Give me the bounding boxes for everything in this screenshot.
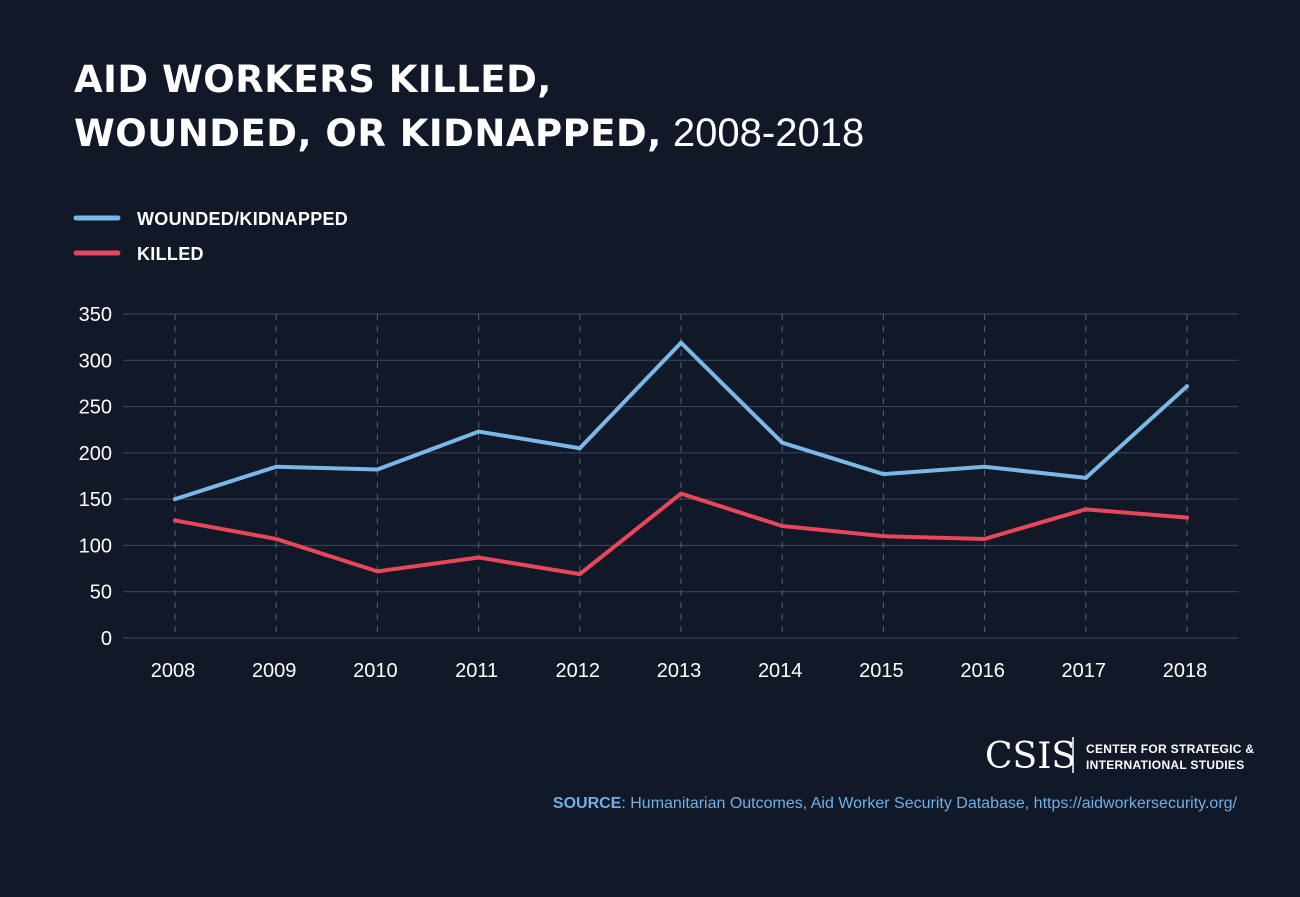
logo-line1: CENTER FOR STRATEGIC & [1086, 742, 1254, 756]
source-text: : Humanitarian Outcomes, Aid Worker Secu… [621, 795, 1237, 812]
y-tick-label: 100 [79, 535, 112, 557]
data-point [375, 467, 380, 472]
data-point [1083, 507, 1088, 512]
x-tick-label: 2017 [1062, 660, 1107, 682]
data-point [982, 536, 987, 541]
y-tick-label: 250 [79, 397, 112, 419]
data-point [1185, 384, 1189, 389]
logo-line2: INTERNATIONAL STUDIES [1086, 758, 1245, 772]
data-point [173, 518, 177, 523]
source-note: SOURCE: Humanitarian Outcomes, Aid Worke… [553, 795, 1238, 812]
y-tick-label: 200 [79, 443, 112, 465]
data-point [679, 491, 683, 496]
data-point [274, 536, 279, 541]
data-point [780, 440, 785, 445]
data-point [679, 340, 683, 345]
data-point [476, 429, 481, 434]
data-point [1083, 475, 1088, 480]
legend-label: KILLED [137, 244, 204, 264]
data-point [173, 497, 177, 502]
data-point [375, 569, 380, 574]
logo-mark: CSIS [985, 736, 1076, 777]
y-tick-label: 150 [79, 489, 112, 511]
x-tick-label: 2014 [758, 660, 803, 682]
x-tick-label: 2008 [151, 660, 196, 682]
x-tick-label: 2011 [455, 660, 498, 682]
data-point [1185, 515, 1189, 520]
x-axis: 2008 2009 2010 2011 2012 2013 2014 2015 2016 2017… [151, 660, 1208, 682]
x-tick-label: 2016 [960, 660, 1005, 682]
data-point [476, 555, 481, 560]
y-tick-label: 0 [101, 628, 112, 650]
x-tick-label: 2009 [252, 660, 297, 682]
data-point [982, 464, 987, 469]
chart-title-line2: WOUNDED, OR KIDNAPPED, 2008-2018 [74, 111, 864, 155]
csis-logo: CSIS CENTER FOR STRATEGIC & INTERNATIONA… [985, 736, 1254, 777]
x-tick-label: 2013 [657, 660, 702, 682]
data-point [577, 446, 582, 451]
legend: WOUNDED/KIDNAPPED KILLED [73, 209, 348, 264]
data-point [780, 523, 785, 528]
chart-title-line2-bold: WOUNDED, OR KIDNAPPED, [74, 112, 662, 155]
data-point [881, 534, 886, 539]
chart-title-line2-years: 2008-2018 [662, 111, 864, 155]
source-label: SOURCE [553, 795, 622, 812]
y-tick-label: 350 [79, 304, 112, 326]
y-axis: 0 50 100 150 200 250 300 350 [79, 304, 112, 650]
y-tick-label: 50 [90, 582, 112, 604]
data-point [274, 464, 279, 469]
x-tick-label: 2015 [859, 660, 904, 682]
x-tick-label: 2010 [353, 660, 398, 682]
data-point [577, 572, 582, 577]
series-lines [173, 340, 1189, 577]
y-tick-label: 300 [79, 350, 112, 372]
chart-title-line1: AID WORKERS KILLED, [74, 58, 552, 101]
x-tick-label: 2012 [556, 660, 601, 682]
legend-label: WOUNDED/KIDNAPPED [137, 209, 348, 229]
x-tick-label: 2018 [1163, 660, 1208, 682]
data-point [881, 472, 886, 477]
